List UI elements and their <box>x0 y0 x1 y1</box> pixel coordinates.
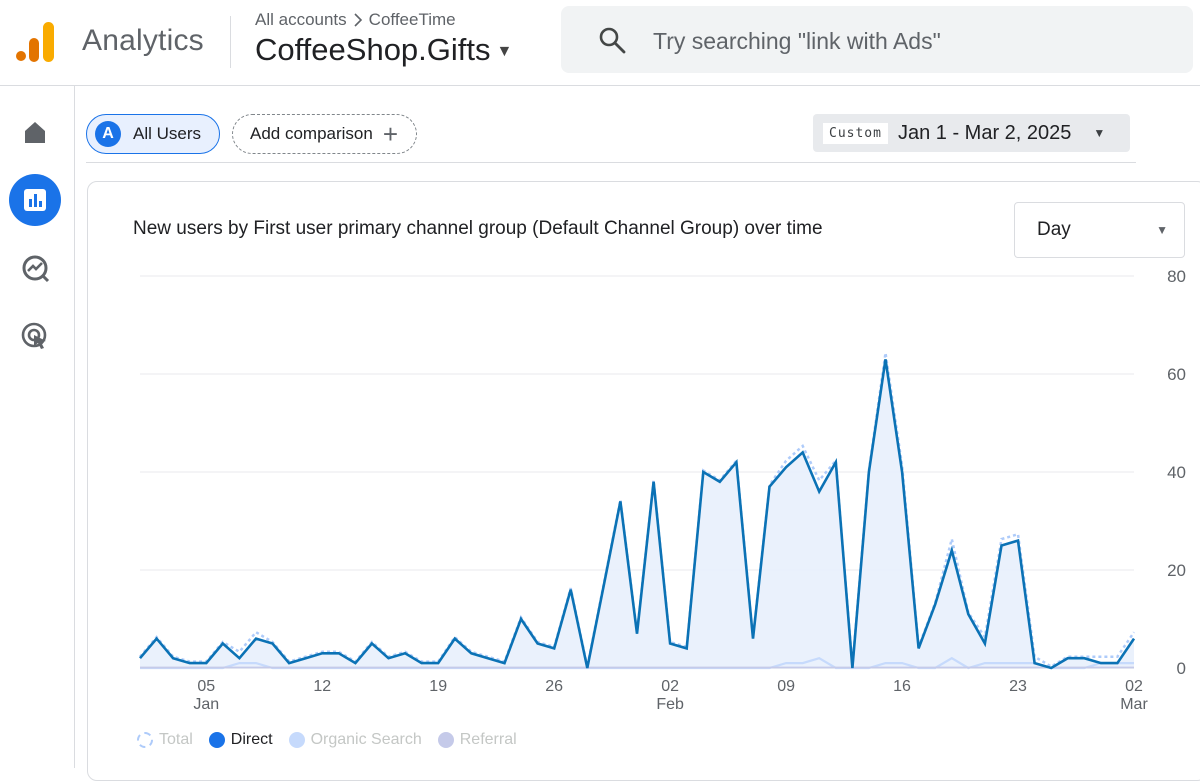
caret-down-icon: ▼ <box>1156 223 1168 237</box>
legend-label: Referral <box>459 731 517 748</box>
caret-down-icon: ▼ <box>496 43 513 60</box>
divider <box>86 162 1136 163</box>
explore-icon <box>22 255 50 283</box>
search-icon <box>599 27 626 54</box>
search-bar[interactable]: Try searching "link with Ads" <box>561 6 1193 73</box>
chart-legend: Total Direct Organic Search Referral <box>137 731 517 749</box>
legend-swatch <box>437 732 454 748</box>
legend-swatch <box>137 732 153 748</box>
add-comparison-label: Add comparison <box>250 124 373 143</box>
analytics-logo[interactable] <box>16 20 56 62</box>
legend-swatch <box>208 732 225 748</box>
breadcrumb-account[interactable]: All accounts <box>255 10 347 29</box>
granularity-select[interactable]: Day ▼ <box>1014 202 1185 258</box>
nav-reports-button[interactable] <box>9 174 61 226</box>
legend-item[interactable]: Direct <box>208 731 273 749</box>
nav-advertising-button[interactable] <box>9 310 61 362</box>
header-divider <box>230 16 231 68</box>
date-range-picker[interactable]: Custom Jan 1 - Mar 2, 2025 ▼ <box>813 114 1130 152</box>
plus-icon: + <box>382 119 399 149</box>
chart-title: New users by First user primary channel … <box>133 218 823 239</box>
search-placeholder: Try searching "link with Ads" <box>653 28 941 54</box>
add-comparison-button[interactable]: Add comparison + <box>232 114 417 154</box>
top-app-bar: Analytics All accounts CoffeeTime Coffee… <box>0 0 1200 86</box>
left-nav-rail <box>0 86 75 768</box>
breadcrumb-property[interactable]: CoffeeTime <box>368 10 456 29</box>
legend-item[interactable]: Referral <box>437 731 517 749</box>
property-label: CoffeeShop.Gifts <box>255 32 491 67</box>
legend-item[interactable]: Organic Search <box>288 731 422 749</box>
nav-explore-button[interactable] <box>9 242 61 294</box>
caret-down-icon: ▼ <box>1093 126 1106 140</box>
segment-label: All Users <box>133 124 202 143</box>
legend-label: Direct <box>230 731 273 748</box>
property-selector[interactable]: CoffeeShop.Gifts ▼ <box>255 32 512 68</box>
chart-card <box>87 181 1200 781</box>
product-name: Analytics <box>82 24 204 57</box>
breadcrumb[interactable]: All accounts CoffeeTime <box>255 10 456 30</box>
legend-label: Organic Search <box>310 731 422 748</box>
legend-item[interactable]: Total <box>137 731 193 749</box>
segment-badge: A <box>95 121 121 147</box>
legend-label: Total <box>159 731 193 748</box>
chevron-right-icon <box>354 13 362 27</box>
date-range-tag: Custom <box>823 122 888 144</box>
home-icon <box>25 122 45 143</box>
segment-chip-all-users[interactable]: A All Users <box>86 114 220 154</box>
legend-swatch <box>288 732 305 748</box>
granularity-value: Day <box>1037 219 1071 240</box>
date-range-value: Jan 1 - Mar 2, 2025 <box>897 121 1072 144</box>
advertising-icon <box>21 322 47 349</box>
reports-icon <box>24 189 46 211</box>
nav-home-button[interactable] <box>9 106 61 158</box>
